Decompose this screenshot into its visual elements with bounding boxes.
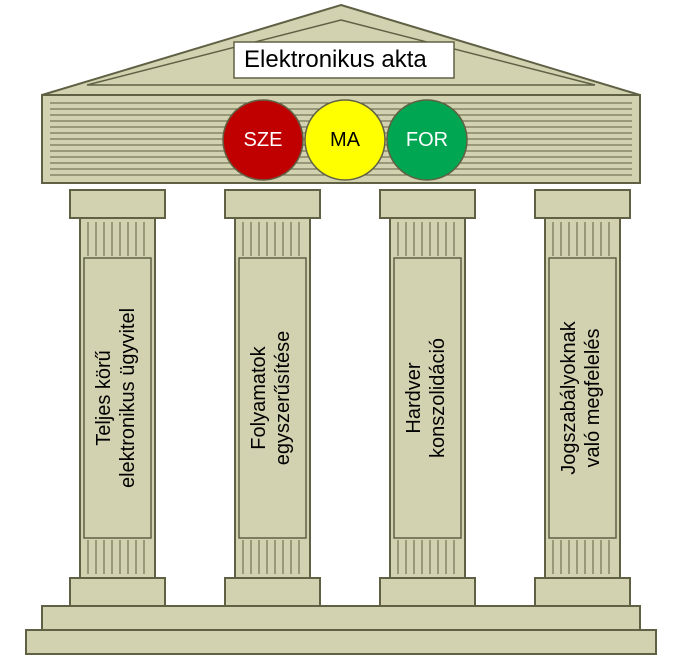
pillar-2: Hardver konszolidáció	[390, 218, 465, 578]
pillar-1: Folyamatok egyszerűsítése	[235, 218, 310, 578]
circle-0-label: SZE	[244, 129, 283, 151]
circle-2: FOR	[387, 100, 467, 180]
base-upper	[42, 606, 640, 630]
plinths	[70, 578, 630, 606]
capitals	[70, 190, 630, 218]
circle-2-label: FOR	[406, 129, 448, 151]
pillar-0-line1: Teljes körű	[93, 350, 115, 446]
pillar-1-line1: Folyamatok	[248, 345, 270, 449]
pillar-0-line2: elektronikus ügyvitel	[117, 308, 139, 488]
pillar-0: Teljes körű elektronikus ügyvitel	[80, 218, 155, 578]
pillar-2-line2: konszolidáció	[427, 338, 449, 458]
temple-diagram: Elektronikus akta SZE MA FOR	[0, 0, 683, 657]
base-lower	[26, 630, 656, 654]
pillar-1-line2: egyszerűsítése	[272, 331, 294, 466]
pillar-2-line1: Hardver	[403, 362, 425, 433]
circle-1: MA	[305, 100, 385, 180]
circle-0: SZE	[223, 100, 303, 180]
pillar-3-line2: való megfelelés	[582, 329, 604, 468]
circle-1-label: MA	[330, 129, 361, 151]
title: Elektronikus akta	[244, 46, 427, 73]
pillar-3-line1: Jogszabályoknak	[558, 320, 580, 474]
pillar-3: Jogszabályoknak való megfelelés	[545, 218, 620, 578]
